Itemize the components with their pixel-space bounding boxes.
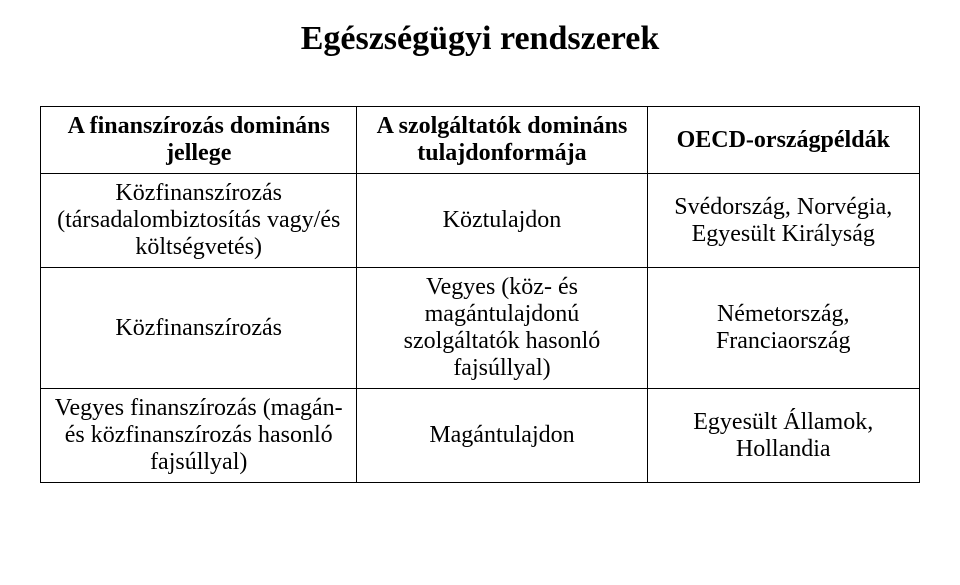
- cell-ownership: Magántulajdon: [357, 389, 647, 483]
- table-row: Közfinanszírozás Vegyes (köz- és magántu…: [41, 268, 920, 389]
- cell-examples: Svédország, Norvégia, Egyesült Királyság: [647, 174, 920, 268]
- healthcare-systems-table: A finanszírozás domináns jellege A szolg…: [40, 106, 920, 483]
- cell-examples: Egyesült Államok, Hollandia: [647, 389, 920, 483]
- cell-financing: Közfinanszírozás: [41, 268, 357, 389]
- cell-ownership: Köztulajdon: [357, 174, 647, 268]
- cell-financing: Közfinanszírozás (társadalombiztosítás v…: [41, 174, 357, 268]
- table-row: Közfinanszírozás (társadalombiztosítás v…: [41, 174, 920, 268]
- page-title: Egészségügyi rendszerek: [40, 20, 920, 58]
- cell-examples: Németország, Franciaország: [647, 268, 920, 389]
- cell-ownership: Vegyes (köz- és magántulajdonú szolgálta…: [357, 268, 647, 389]
- cell-financing: Vegyes finanszírozás (magán- és közfinan…: [41, 389, 357, 483]
- table-header-row: A finanszírozás domináns jellege A szolg…: [41, 107, 920, 174]
- column-header-examples: OECD-országpéldák: [647, 107, 920, 174]
- column-header-financing: A finanszírozás domináns jellege: [41, 107, 357, 174]
- table-row: Vegyes finanszírozás (magán- és közfinan…: [41, 389, 920, 483]
- column-header-ownership: A szolgáltatók domináns tulajdonformája: [357, 107, 647, 174]
